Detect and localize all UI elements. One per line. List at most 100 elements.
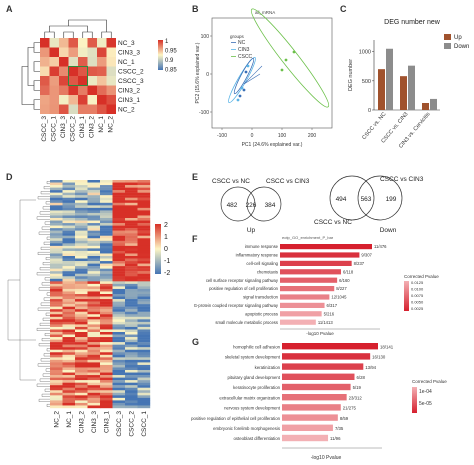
expression-cell (87, 235, 101, 239)
expression-cell (125, 263, 138, 267)
expression-cell (100, 314, 113, 317)
expression-cell (62, 210, 76, 214)
expression-cell (137, 387, 151, 391)
expression-cell (125, 215, 138, 219)
go-bar (282, 343, 378, 350)
expression-cell (125, 200, 138, 203)
expression-cell (100, 263, 113, 267)
expression-cell (137, 202, 151, 206)
expression-cell (87, 228, 101, 231)
expression-cell (87, 253, 101, 257)
expression-legend-tick-label: 1 (164, 234, 168, 241)
expression-cell (50, 324, 63, 328)
expression-cell (100, 294, 113, 297)
expression-cell (137, 392, 151, 396)
expression-cell (50, 245, 63, 249)
expression-cell (75, 382, 88, 386)
expression-cell (112, 248, 126, 252)
expression-cell (50, 380, 63, 383)
go-bar (280, 302, 325, 308)
expression-cell (100, 218, 113, 221)
expression-cell (112, 309, 126, 312)
expression-cell (137, 197, 151, 201)
expression-cell (50, 286, 63, 290)
expression-cell (100, 283, 113, 287)
go-bar-count-label: 11/1413 (318, 320, 333, 325)
expression-cell (137, 395, 151, 399)
expression-cell (112, 316, 126, 320)
expression-cell (50, 240, 63, 244)
expression-cell (100, 200, 113, 203)
expression-legend-tick-label: 2 (164, 222, 168, 229)
expression-cell (87, 197, 101, 201)
expression-cell (100, 319, 113, 323)
expression-cell (62, 359, 76, 363)
expression-cell (75, 271, 88, 274)
expression-cell (87, 332, 101, 335)
expression-cell (87, 359, 101, 363)
expression-cell (112, 304, 126, 307)
expression-cell (62, 316, 76, 320)
expression-cell (112, 291, 126, 295)
go-down-legend-ticks: 1e-04 5e-05 (419, 389, 432, 407)
expression-cell (75, 314, 88, 317)
expression-cell (125, 192, 138, 196)
expression-cell (75, 375, 88, 378)
expression-cell (50, 337, 63, 340)
correlation-cell (106, 85, 116, 95)
expression-cell (125, 271, 138, 274)
expression-cell (112, 223, 126, 226)
expression-cell (62, 352, 76, 355)
expression-column-label: NC_1 (66, 411, 73, 428)
go-term-label: osteoblast differentiation (233, 436, 280, 441)
expression-cell (100, 210, 113, 214)
expression-cell (100, 268, 113, 272)
expression-cell (125, 352, 138, 355)
expression-cell (87, 245, 101, 249)
expression-cell (62, 256, 76, 259)
deg-chart-title: DEG number new (384, 19, 441, 26)
expression-cell (87, 288, 101, 292)
expression-cell (125, 225, 138, 229)
correlation-cell (40, 38, 50, 48)
expression-cell (62, 326, 76, 330)
expression-cell (137, 362, 151, 366)
expression-cell (87, 182, 101, 186)
expression-cell (75, 245, 88, 249)
expression-cell (137, 372, 151, 376)
expression-cell (137, 304, 151, 307)
expression-cell (125, 357, 138, 361)
expression-cell (87, 296, 101, 300)
expression-cell (50, 258, 63, 262)
correlation-cell (97, 66, 107, 76)
expression-cell (125, 385, 138, 388)
correlation-cell (40, 85, 50, 95)
expression-cell (87, 187, 101, 191)
expression-cell (50, 253, 63, 257)
expression-cell (50, 319, 63, 323)
expression-cell (112, 202, 126, 206)
expression-cell (50, 304, 63, 307)
expression-cell (75, 326, 88, 330)
expression-cell (125, 187, 138, 191)
expression-cell (137, 271, 151, 274)
expression-cell (137, 294, 151, 297)
expression-cell (87, 339, 101, 343)
expression-cell (50, 223, 63, 226)
expression-cell (50, 215, 63, 219)
expression-cell (62, 306, 76, 310)
expression-cell (125, 326, 138, 330)
expression-cell (62, 205, 76, 209)
expression-cell (137, 306, 151, 310)
correlation-cell (68, 95, 78, 105)
expression-cell (75, 190, 88, 193)
expression-cell (100, 362, 113, 366)
expression-cell (62, 395, 76, 399)
expression-cell (87, 190, 101, 193)
column-labels: CSCC_3 CSCC_1 CIN3_3 CSCC_2 CIN3_1 CIN3_2 NC_1… (41, 116, 115, 142)
column-label: CIN3_2 (89, 116, 96, 138)
column-label: NC_1 (98, 116, 105, 133)
expression-cell (112, 245, 126, 249)
expression-cell (62, 266, 76, 269)
expression-cell (112, 402, 126, 406)
